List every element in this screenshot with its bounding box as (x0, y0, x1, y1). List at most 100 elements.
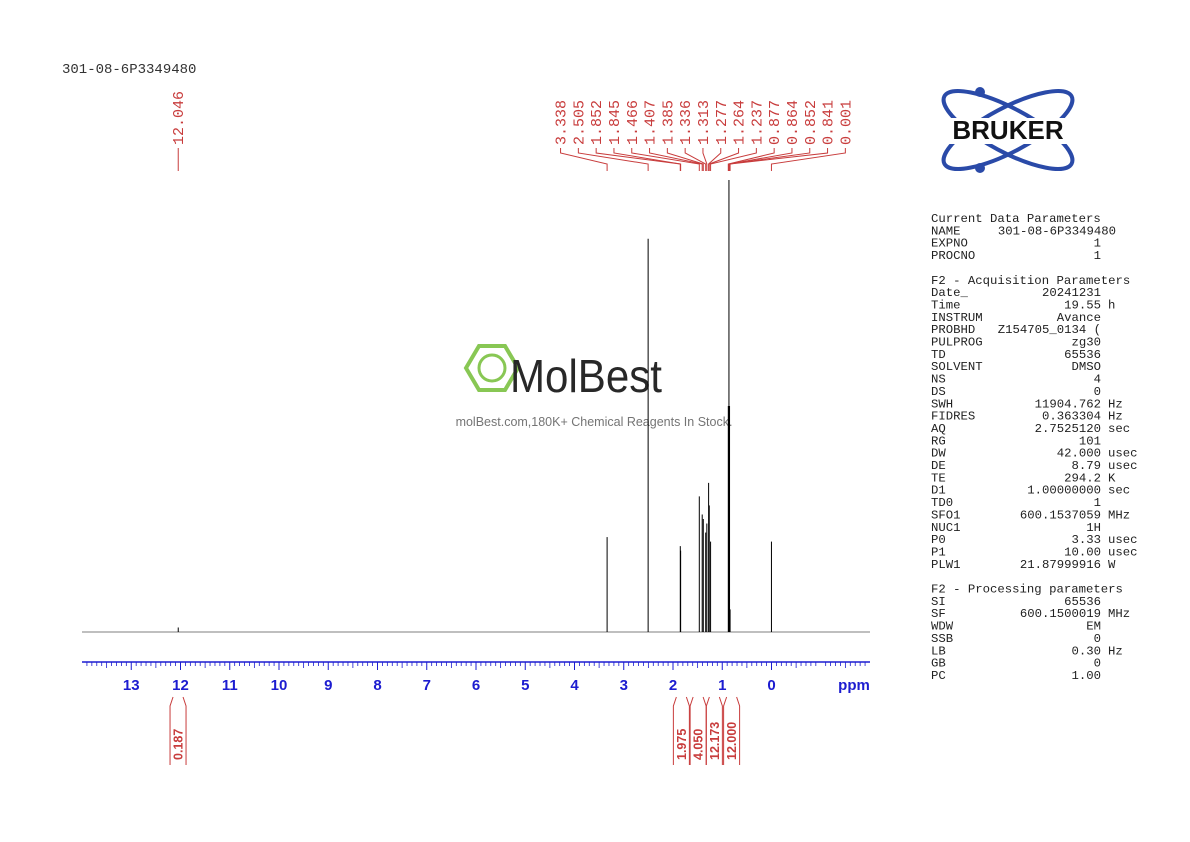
param-key: EXPNO (931, 237, 968, 251)
param-key: NUC1 (931, 521, 961, 535)
x-tick-label: 12 (172, 677, 189, 694)
param-unit: MHz (1108, 607, 1130, 621)
param-key: TD (931, 348, 946, 362)
param-unit: h (1108, 298, 1115, 312)
peak-label: 2.505 (571, 100, 588, 145)
x-tick-label: 6 (472, 677, 480, 694)
param-key: AQ (931, 422, 946, 436)
x-tick-label: 5 (521, 677, 529, 694)
param-unit: usec (1108, 533, 1138, 547)
x-axis-label: ppm (838, 677, 870, 694)
param-value: 1 (1094, 249, 1101, 263)
x-tick-label: 13 (123, 677, 140, 694)
integral-label: 12.173 (708, 722, 722, 760)
param-key: WDW (931, 620, 954, 634)
param-key: GB (931, 657, 946, 671)
peak-connector (710, 148, 757, 171)
x-tick-label: 7 (423, 677, 431, 694)
param-unit: W (1108, 558, 1116, 572)
param-value: 10.00 (1064, 545, 1101, 559)
param-value: 600.1537059 (1020, 508, 1101, 522)
param-value: 1 (1094, 237, 1101, 251)
param-value: 0 (1094, 657, 1101, 671)
param-value: 1 (1094, 496, 1101, 510)
peak-connector (708, 148, 722, 171)
integral-label: 1.975 (675, 729, 689, 760)
param-value: DMSO (1071, 360, 1101, 374)
x-tick-label: 8 (373, 677, 381, 694)
param-value: 4 (1094, 373, 1101, 387)
peak-label: 0.852 (803, 100, 820, 145)
x-tick-label: 10 (271, 677, 288, 694)
peak-label: 1.237 (749, 100, 766, 145)
param-key: Time (931, 298, 961, 312)
peak-label: 0.864 (785, 100, 802, 145)
param-key: DE (931, 459, 946, 473)
peak-connector (631, 148, 700, 171)
param-value: 3.33 (1071, 533, 1101, 547)
peak-connector (702, 148, 708, 171)
watermark-tagline: molBest.com,180K+ Chemical Reagents In S… (456, 415, 733, 429)
bruker-logo: BRUKER (922, 87, 1092, 173)
param-value: zg30 (1071, 336, 1101, 350)
peak-label: 0.001 (838, 100, 855, 145)
peak-connector (649, 148, 703, 171)
param-unit: Hz (1108, 644, 1123, 658)
param-unit: usec (1108, 447, 1138, 461)
param-key: LB (931, 644, 946, 658)
integral-bracket (723, 696, 741, 765)
param-unit: Hz (1108, 397, 1123, 411)
peak-connector (613, 148, 682, 171)
param-value: 1H (1086, 521, 1101, 535)
peak-label: 1.385 (660, 100, 677, 145)
peak-label: 1.277 (714, 100, 731, 145)
param-value: 11904.762 (1035, 397, 1101, 411)
param-unit: sec (1108, 422, 1130, 436)
peak-label: 1.407 (643, 100, 660, 145)
param-value: 0.30 (1071, 644, 1101, 658)
param-value: EM (1086, 620, 1101, 634)
param-value: 19.55 (1064, 298, 1101, 312)
param-unit: usec (1108, 545, 1138, 559)
section-heading: F2 - Acquisition Parameters (931, 274, 1130, 288)
peak-connector (684, 148, 707, 171)
param-key: SF (931, 607, 946, 621)
param-value: 600.1500019 (1020, 607, 1101, 621)
param-value: 1.00 (1071, 669, 1101, 683)
param-value: Z154705_0134 ( (998, 323, 1101, 337)
integral-bracket (672, 696, 690, 765)
integral-label: 0.187 (172, 729, 186, 760)
x-tick-label: 2 (669, 677, 677, 694)
param-key: P0 (931, 533, 946, 547)
param-key: NAME (931, 224, 961, 238)
param-value: 101 (1079, 434, 1101, 448)
param-value: 301-08-6P3349480 (998, 224, 1116, 238)
watermark-hexagon (463, 344, 521, 392)
integral-bracket (705, 696, 723, 765)
param-value: 0.363304 (1042, 410, 1101, 424)
peak-connector (770, 148, 846, 171)
param-key: NS (931, 373, 946, 387)
param-key: SFO1 (931, 508, 961, 522)
param-value: 0 (1094, 632, 1101, 646)
x-tick-label: 1 (718, 677, 726, 694)
param-value: 21.87999916 (1020, 558, 1101, 572)
peak-connector (708, 148, 740, 171)
section-heading: Current Data Parameters (931, 212, 1101, 226)
param-key: INSTRUM (931, 311, 983, 325)
param-unit: K (1108, 471, 1116, 485)
param-value: 65536 (1064, 348, 1101, 362)
logo-orbit (941, 89, 1075, 171)
integral-bracket (169, 696, 187, 765)
peak-connector (729, 148, 829, 171)
x-tick-label: 3 (620, 677, 628, 694)
peak-label: 1.336 (678, 100, 695, 145)
param-key: RG (931, 434, 946, 448)
peak-label: 1.264 (732, 100, 749, 145)
param-key: TE (931, 471, 946, 485)
x-tick-label: 9 (324, 677, 332, 694)
param-key: SI (931, 595, 946, 609)
integral-label: 4.050 (692, 729, 706, 760)
